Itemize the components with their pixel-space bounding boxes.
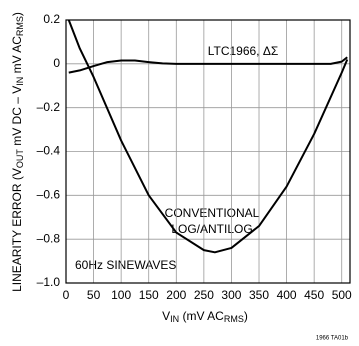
figure-id: 1966 TA01b: [316, 336, 349, 342]
x-tick-label: 0: [63, 288, 70, 302]
x-tick-label: 250: [194, 288, 214, 302]
x-tick-label: 300: [221, 288, 241, 302]
x-tick-label: 150: [139, 288, 159, 302]
line: [67, 19, 349, 254]
y-tick-label: –0.6: [37, 188, 61, 202]
x-tick-label: 500: [332, 288, 352, 302]
x-axis-label: VIN (mV ACRMS): [162, 309, 248, 324]
annotation: LOG/ANTILOG: [171, 222, 252, 236]
y-axis-label: LINEARITY ERROR (VOUT mV DC – VIN mV ACR…: [10, 12, 25, 292]
x-tick-label: 400: [277, 288, 297, 302]
y-tick-label: –1.0: [37, 275, 61, 289]
y-tick-label: –0.8: [37, 231, 61, 245]
y-tick-label: –0.2: [37, 100, 61, 114]
plot-frame: [65, 19, 351, 284]
x-tick-label: 350: [249, 288, 269, 302]
y-tick-label: 0.2: [43, 12, 60, 26]
annotation: CONVENTIONAL: [165, 206, 260, 220]
x-tick-label: 50: [87, 288, 101, 302]
y-tick-label: 0: [53, 56, 60, 70]
annotation: LTC1966, ΔΣ: [208, 44, 279, 58]
x-tick-label: 450: [304, 288, 324, 302]
y-tick-label: –0.4: [37, 144, 61, 158]
x-tick-label: 100: [111, 288, 131, 302]
x-tick-label: 200: [166, 288, 186, 302]
annotation: 60Hz SINEWAVES: [75, 258, 176, 272]
line: [68, 56, 348, 74]
